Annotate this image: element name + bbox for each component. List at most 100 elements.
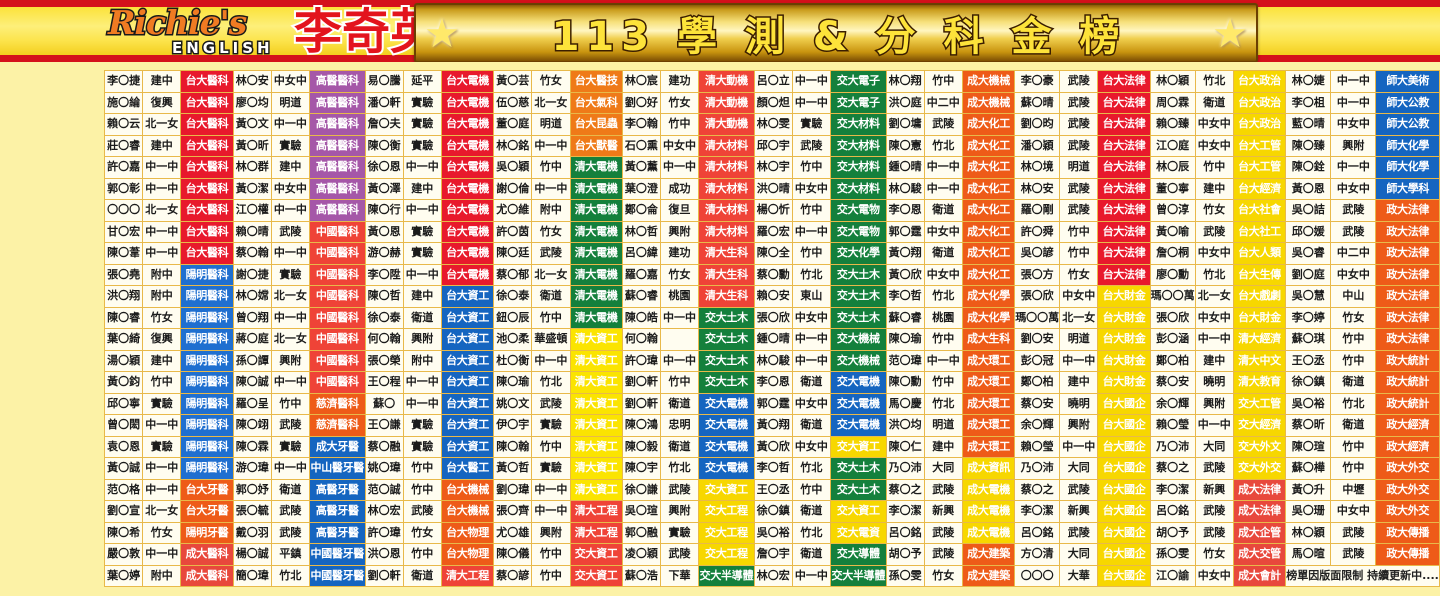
student-name-cell: 陳〇皓: [621, 306, 661, 329]
student-name-cell: 洪〇晴: [753, 177, 793, 200]
student-school-cell: 北一女: [270, 328, 310, 351]
table-row: 甘〇宏 中一中 台大醫科 賴〇晴 武陵 中國醫科 黃〇恩 實驗 台大電機 許〇茵 竹女 清大電機 林〇哲…: [103, 220, 1440, 243]
admitted-department-badge: 台大醫科: [180, 91, 234, 114]
student-school-cell: 中一中: [923, 177, 963, 200]
student-name-cell: 蔡〇諺: [493, 564, 533, 587]
admitted-department-badge: 台大財金: [1232, 306, 1287, 329]
student-name-cell: 邱〇寧: [103, 392, 144, 415]
student-school-cell: 中一中: [1330, 70, 1377, 93]
student-school-cell: 竹女: [531, 220, 571, 243]
student-school-cell: 建中: [923, 435, 963, 458]
admitted-department-badge: 陽明醫科: [180, 457, 234, 480]
student-school-cell: 竹中: [1059, 242, 1099, 265]
admitted-department-badge: 台大法律: [1097, 263, 1151, 286]
student-school-cell: 武陵: [1059, 70, 1099, 93]
admitted-department-badge: 交大土木: [830, 457, 887, 480]
student-school-cell: 武陵: [1330, 521, 1377, 544]
admitted-department-badge: 台大牙醫: [180, 478, 234, 501]
student-name-cell: 陳〇憲: [885, 134, 925, 157]
student-school-cell: 大同: [1059, 543, 1099, 566]
student-name-cell: 詹〇夫: [364, 113, 404, 136]
table-row: 袁〇恩 實驗 陽明醫科 陳〇霖 實驗 成大牙醫 蔡〇融 實驗 台大資工 陳〇翰 竹中 清大資工 陳〇毅衛…: [103, 435, 1440, 458]
admitted-department-badge: 台大政治: [1232, 113, 1287, 136]
student-school-cell: 北一女: [1194, 285, 1234, 308]
admitted-department-badge: 台大資工: [440, 392, 495, 415]
student-name-cell: 蔡〇郁: [493, 263, 533, 286]
admitted-department-badge: 交大化學: [830, 242, 887, 265]
admissions-board: 李〇捷 建中 台大醫科 林〇安 中女中 高醫醫科 易〇騰 延平 台大電機 黃〇芸 竹女 台大醫技 林〇宸…: [103, 70, 1440, 587]
admitted-department-badge: 交大外交: [1232, 457, 1287, 480]
student-school-cell: 建中: [142, 134, 182, 157]
student-name-cell: 乃〇沛: [1149, 435, 1196, 458]
admitted-department-badge: 台大電機: [440, 263, 495, 286]
student-name-cell: 何〇翰: [364, 328, 404, 351]
admitted-department-badge: 中山醫牙醫: [308, 457, 366, 480]
student-name-cell: 吳〇詰: [1285, 199, 1332, 222]
student-school-cell: 中女中: [659, 134, 700, 157]
admitted-department-badge: 政大法律: [1375, 220, 1440, 243]
student-school-cell: 竹女: [1330, 306, 1377, 329]
admitted-department-badge: 清大材料: [698, 199, 755, 222]
student-school-cell: 竹北: [791, 521, 832, 544]
student-name-cell: 胡〇予: [1149, 521, 1196, 544]
student-name-cell: 黃〇恩: [1285, 177, 1332, 200]
student-school-cell: 中一中: [659, 349, 700, 372]
student-school-cell: 實驗: [531, 457, 571, 480]
student-school-cell: 附中: [531, 199, 571, 222]
student-name-cell: 湯〇穎: [103, 349, 144, 372]
student-school-cell: 竹女: [402, 521, 442, 544]
table-row: 嚴〇敦 中一中 成大醫科 楊〇誠 平鎮 中國醫牙醫 洪〇恩 竹中 台大物理 陳〇儀 竹中 交大資工 凌〇…: [103, 543, 1440, 566]
admitted-department-badge: 成大企管: [1232, 521, 1287, 544]
admitted-department-badge: 成大化工: [961, 113, 1016, 136]
admitted-department-badge: 清大生科: [698, 285, 755, 308]
admitted-department-badge: 成大法律: [1232, 478, 1287, 501]
student-name-cell: 楊〇誠: [232, 543, 272, 566]
student-school-cell: 中女中: [1194, 113, 1234, 136]
student-name-cell: 伍〇慈: [493, 91, 533, 114]
admitted-department-badge: 台大醫科: [180, 113, 234, 136]
admitted-department-badge: 交大資工: [698, 478, 755, 501]
student-school-cell: 平鎮: [270, 543, 310, 566]
student-school-cell: 實驗: [402, 242, 442, 265]
student-name-cell: 劉〇好: [621, 91, 661, 114]
student-school-cell: 竹中: [1330, 328, 1377, 351]
admitted-department-badge: 交大工程: [698, 543, 755, 566]
admitted-department-badge: 台大國企: [1097, 392, 1151, 415]
student-school-cell: 武陵: [659, 478, 700, 501]
student-name-cell: 賴〇臻: [1149, 113, 1196, 136]
student-name-cell: 蔡〇之: [1014, 478, 1061, 501]
student-school-cell: 明道: [1059, 156, 1099, 179]
student-name-cell: 江〇權: [232, 199, 272, 222]
admitted-department-badge: 台大社工: [1232, 220, 1287, 243]
admitted-department-badge: 政大統計: [1375, 349, 1440, 372]
student-school-cell: 竹中: [402, 457, 442, 480]
student-name-cell: 郭〇霆: [753, 392, 793, 415]
student-school-cell: 實驗: [531, 414, 571, 437]
admitted-department-badge: 清大材料: [698, 220, 755, 243]
student-name-cell: 蘇〇琪: [1285, 328, 1332, 351]
table-row: 黃〇誠 中一中 陽明醫科 游〇瑋 中一中 中山醫牙醫 姚〇瑋 竹中 台大醫工 黃〇哲 實驗 清大資工陳…: [103, 457, 1440, 480]
student-school-cell: 中一中: [791, 349, 832, 372]
admitted-department-badge: 交大電機: [698, 414, 755, 437]
student-name-cell: 蘇〇浩: [621, 564, 661, 587]
student-school-cell: 竹北: [923, 392, 963, 415]
student-name-cell: 李〇哲: [753, 457, 793, 480]
student-name-cell: 黃〇文: [232, 113, 272, 136]
student-school-cell: 實驗: [142, 435, 182, 458]
student-name-cell: 余〇輝: [1014, 414, 1061, 437]
student-name-cell: 林〇宏: [753, 564, 793, 587]
student-school-cell: 中一中: [1330, 91, 1377, 114]
table-row: 陳〇葦 中一中 台大醫科 蔡〇翰 中一中 中國醫科 游〇赫 實驗 台大電機 陳〇廷 武陵 清大電機 呂〇…: [103, 242, 1440, 265]
student-school-cell: 中女中: [1194, 134, 1234, 157]
admitted-department-badge: 清大動機: [698, 91, 755, 114]
admitted-department-badge: 成大電機: [961, 500, 1016, 523]
admitted-department-badge: 成大會計: [1232, 564, 1287, 587]
admitted-department-badge: 高醫牙醫: [308, 521, 366, 544]
star-icon-left: ★: [424, 11, 460, 57]
admitted-department-badge: 台大法律: [1097, 220, 1151, 243]
admitted-department-badge: 師大公教: [1375, 91, 1440, 114]
admitted-department-badge: 高醫牙醫: [308, 500, 366, 523]
student-school-cell: 竹女: [659, 91, 700, 114]
student-school-cell: 北一女: [142, 113, 182, 136]
admitted-department-badge: 清大工程: [569, 521, 623, 544]
